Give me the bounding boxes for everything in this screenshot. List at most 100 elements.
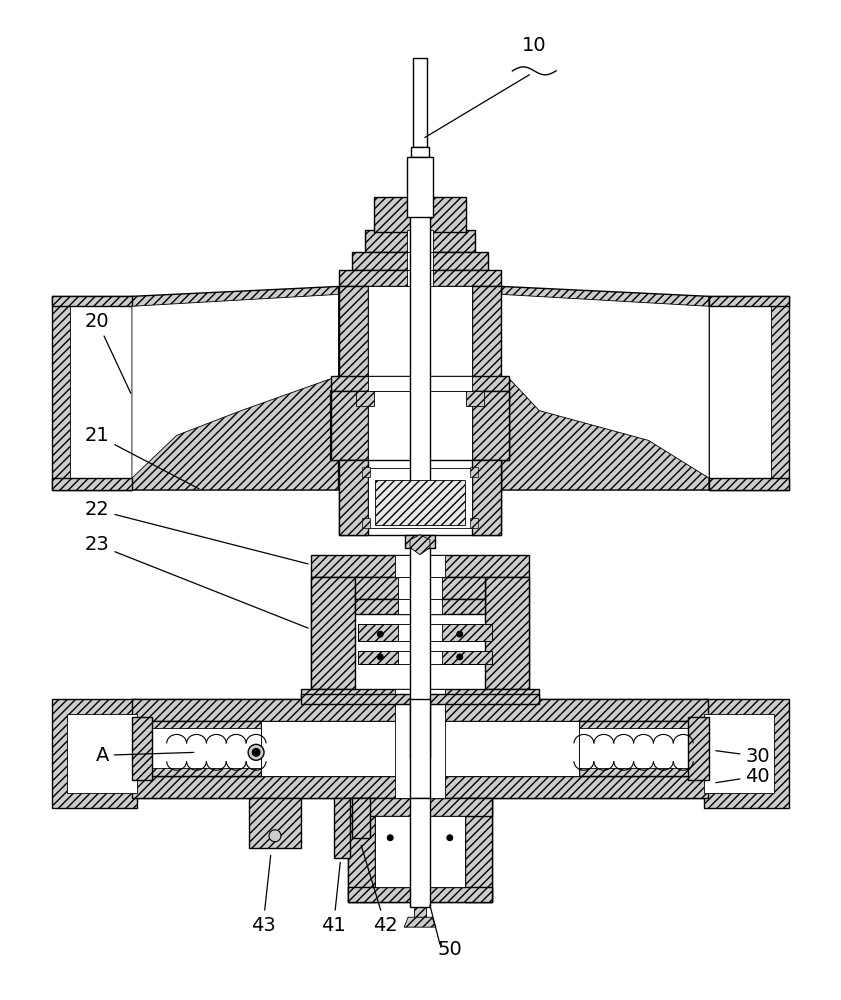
Text: 22: 22 — [85, 500, 308, 564]
Bar — [339, 460, 501, 535]
Polygon shape — [132, 294, 339, 478]
Circle shape — [457, 631, 463, 637]
Bar — [469, 467, 478, 477]
Text: A: A — [95, 746, 193, 765]
Circle shape — [269, 830, 281, 842]
Bar — [704, 699, 789, 808]
Bar — [398, 651, 442, 664]
Bar — [301, 694, 539, 704]
Bar — [709, 306, 770, 478]
Bar — [413, 199, 427, 230]
Text: 42: 42 — [361, 845, 398, 935]
Bar — [365, 230, 474, 252]
Bar — [410, 699, 430, 798]
Text: 21: 21 — [85, 426, 199, 489]
Bar — [358, 624, 491, 641]
Circle shape — [457, 654, 463, 660]
Bar — [71, 306, 132, 478]
Polygon shape — [501, 286, 709, 490]
Bar — [362, 467, 370, 477]
Bar — [352, 252, 488, 270]
Bar — [132, 776, 708, 798]
Bar — [465, 798, 491, 902]
Text: 50: 50 — [437, 940, 463, 959]
Bar — [368, 391, 472, 460]
Bar — [407, 252, 433, 270]
Text: 10: 10 — [522, 36, 547, 55]
Bar — [348, 798, 491, 816]
Bar — [67, 714, 137, 793]
Text: 20: 20 — [85, 312, 130, 393]
Circle shape — [417, 865, 423, 871]
Bar — [407, 230, 433, 252]
Bar — [375, 816, 465, 887]
Bar — [688, 717, 709, 780]
Bar — [413, 58, 427, 147]
Bar — [52, 296, 132, 306]
Bar — [472, 391, 510, 460]
Bar — [356, 614, 484, 689]
Bar — [709, 478, 789, 490]
Circle shape — [378, 654, 383, 660]
Bar — [132, 699, 708, 798]
Bar — [331, 376, 510, 391]
Bar — [579, 721, 708, 776]
Polygon shape — [132, 286, 339, 490]
Circle shape — [387, 835, 394, 841]
Bar — [352, 798, 370, 838]
Bar — [356, 599, 484, 614]
Bar — [348, 887, 491, 902]
Polygon shape — [405, 917, 436, 927]
Bar — [410, 157, 430, 500]
Bar — [411, 147, 429, 157]
Circle shape — [248, 744, 264, 760]
Bar — [414, 890, 426, 917]
Bar — [374, 197, 413, 232]
Text: 43: 43 — [251, 855, 275, 935]
Bar — [331, 391, 368, 460]
Bar — [407, 157, 433, 217]
Bar — [52, 478, 132, 490]
Bar — [410, 798, 430, 907]
Bar — [579, 728, 693, 768]
Bar — [395, 699, 445, 798]
Polygon shape — [501, 294, 709, 478]
Bar — [368, 286, 472, 381]
Bar — [405, 535, 435, 548]
Bar — [466, 391, 484, 406]
Bar — [331, 391, 510, 460]
Bar — [147, 728, 261, 768]
Bar — [375, 480, 465, 525]
Bar — [249, 798, 301, 848]
Bar — [261, 721, 579, 776]
Polygon shape — [410, 535, 430, 555]
Bar — [334, 798, 351, 858]
Bar — [472, 286, 501, 381]
Bar — [362, 518, 370, 528]
Bar — [132, 699, 708, 721]
Bar — [339, 286, 501, 381]
Bar — [348, 798, 491, 902]
Circle shape — [252, 748, 260, 756]
Polygon shape — [709, 296, 789, 490]
Polygon shape — [52, 296, 132, 490]
Bar — [398, 577, 442, 599]
Bar — [484, 577, 529, 689]
Bar — [339, 460, 368, 535]
Bar — [339, 286, 368, 381]
Text: 23: 23 — [85, 535, 308, 628]
Text: 40: 40 — [716, 767, 770, 786]
Bar — [348, 798, 375, 902]
Bar — [358, 651, 491, 664]
Bar — [472, 460, 501, 535]
Bar — [398, 624, 442, 641]
Bar — [407, 270, 433, 286]
Bar — [395, 689, 445, 717]
Bar — [704, 714, 774, 793]
Bar — [356, 577, 484, 599]
Bar — [368, 376, 472, 391]
Bar — [132, 721, 261, 776]
Bar — [427, 197, 466, 232]
Bar — [469, 518, 478, 528]
Bar — [310, 577, 356, 689]
